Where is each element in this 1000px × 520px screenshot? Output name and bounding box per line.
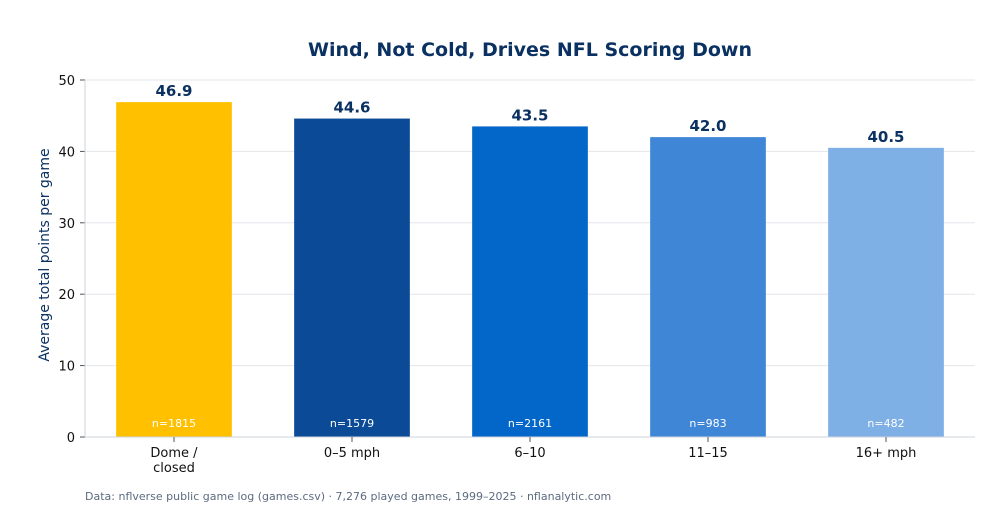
source-footnote: Data: nflverse public game log (games.cs… [85, 490, 611, 503]
y-tick-label: 50 [58, 74, 75, 89]
x-tick-label-line: Dome / [150, 446, 198, 461]
x-tick-label: 11–15 [688, 446, 728, 461]
y-tick-label: 40 [58, 145, 75, 160]
bar-value-label: 42.0 [689, 117, 726, 135]
y-tick-label: 0 [67, 431, 75, 446]
x-tick-label: 16+ mph [856, 446, 917, 461]
y-tick-label: 30 [58, 217, 75, 232]
x-tick-label-line: closed [153, 461, 195, 476]
y-axis: 0 10 20 30 40 50 [58, 74, 86, 446]
chart-title: Wind, Not Cold, Drives NFL Scoring Down [308, 39, 752, 61]
bar [294, 118, 410, 437]
x-tick-label-line: 11–15 [688, 446, 728, 461]
x-tick-label: Dome / closed [150, 446, 198, 476]
bar-value-label: 44.6 [333, 99, 370, 117]
bar-value-label: 46.9 [155, 82, 192, 100]
x-tick-label-line: 16+ mph [856, 446, 917, 461]
bar-value-label: 40.5 [867, 128, 904, 146]
bar [650, 137, 766, 437]
bar-sample-size-label: n=482 [867, 417, 904, 430]
bar-sample-size-label: n=983 [689, 417, 726, 430]
bar [472, 126, 588, 437]
bar-value-label: 43.5 [511, 106, 548, 124]
x-tick-label-line: 6–10 [514, 446, 545, 461]
y-axis-label: Average total points per game [37, 148, 53, 361]
x-tick-label: 0–5 mph [324, 446, 380, 461]
y-tick-label: 20 [58, 288, 75, 303]
x-tick-label: 6–10 [514, 446, 545, 461]
bar [828, 147, 944, 437]
bar [116, 102, 232, 437]
x-axis: Dome / closed 0–5 mph 6–10 11–15 16+ mph [85, 436, 975, 476]
y-tick-label: 10 [58, 360, 75, 375]
bar-sample-size-label: n=2161 [508, 417, 552, 430]
bar-sample-size-label: n=1815 [152, 417, 196, 430]
bar-sample-size-label: n=1579 [330, 417, 374, 430]
bars: 46.9 n=1815 44.6 n=1579 43.5 n=2161 42.0 n=983 4… [116, 82, 944, 437]
x-tick-label-line: 0–5 mph [324, 446, 380, 461]
